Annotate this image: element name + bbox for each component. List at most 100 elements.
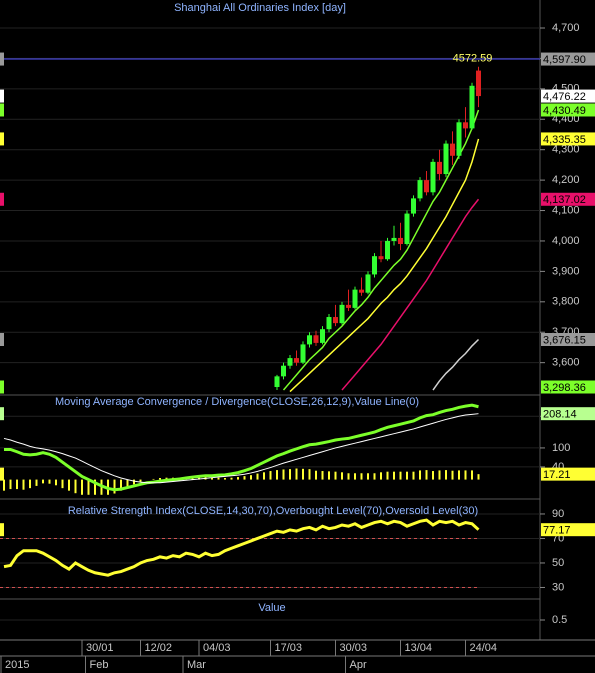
value-tag-marker [0, 380, 4, 394]
histogram-bar [321, 471, 324, 480]
value-tag-bg [541, 192, 595, 206]
series-line [341, 198, 480, 391]
value-tag: 77.17 [543, 525, 571, 537]
histogram-bar [250, 475, 252, 480]
candle-body [385, 240, 390, 260]
histogram-bar [360, 473, 363, 480]
candle-body [352, 289, 358, 308]
panel-title: Moving Average Convergence / Divergence(… [55, 396, 419, 408]
candle-body [450, 143, 455, 156]
histogram-bar [120, 479, 122, 491]
histogram-bar [152, 478, 155, 480]
histogram-bar [9, 479, 12, 490]
histogram-bar [419, 470, 421, 480]
histogram-bar [126, 479, 129, 488]
histogram-bar [139, 479, 142, 482]
value-tag-bg [541, 407, 595, 421]
value-tag: 4,597.90 [543, 54, 586, 66]
histogram-bar [464, 470, 467, 480]
histogram-bar [347, 473, 350, 480]
y-tick-label: 3,800 [552, 296, 580, 308]
candle-body [463, 122, 468, 129]
candle-body [378, 256, 384, 260]
y-tick-label: 0.5 [552, 614, 567, 626]
histogram-bar [94, 479, 96, 495]
histogram-bar [61, 479, 64, 489]
value-tag: 4,430.49 [543, 105, 586, 117]
histogram-bar [16, 479, 18, 490]
histogram-bar [308, 469, 311, 480]
histogram-bar [445, 470, 447, 480]
candle-body [294, 358, 299, 363]
value-tag-bg [541, 52, 595, 66]
x-tick-label: 12/02 [145, 642, 173, 654]
x-tick-label: 13/04 [405, 642, 433, 654]
histogram-bar [302, 468, 304, 480]
histogram-bar [438, 470, 441, 480]
histogram-bar [74, 479, 77, 494]
value-tag: 4,476.22 [543, 91, 586, 103]
value-tag-bg [541, 523, 595, 537]
panel-title: Shanghai All Ordinaries Index [day] [174, 2, 346, 14]
candle-body [274, 376, 280, 388]
value-tag-marker [0, 407, 4, 421]
series-line [3, 413, 479, 484]
histogram-bar [35, 479, 38, 486]
histogram-bar [477, 474, 480, 480]
series-line [3, 518, 480, 577]
histogram-bar [133, 479, 135, 485]
histogram-bar [276, 470, 278, 480]
histogram-bar [380, 472, 382, 480]
y-tick-label: 4,700 [552, 22, 580, 34]
value-tag-marker [0, 132, 4, 146]
histogram-bar [81, 479, 83, 495]
histogram-bar [217, 477, 220, 480]
histogram-bar [354, 473, 356, 480]
histogram-bar [224, 478, 226, 480]
value-tag: 208.14 [543, 409, 577, 421]
y-tick-label: 4,000 [552, 235, 580, 247]
histogram-bar [113, 479, 116, 494]
x-period-label: Mar [187, 659, 206, 671]
histogram-bar [412, 471, 415, 480]
y-tick-label: 100 [552, 442, 570, 454]
histogram-bar [243, 476, 246, 480]
x-tick-label: 30/01 [86, 642, 114, 654]
candle-body [372, 256, 377, 275]
y-tick-label: 3,900 [552, 265, 580, 277]
series-line [282, 109, 480, 391]
candle-body [300, 344, 306, 363]
histogram-bar [263, 472, 265, 480]
x-tick-label: 30/03 [340, 642, 368, 654]
histogram-bar [432, 471, 434, 480]
histogram-bar [328, 471, 330, 480]
y-tick-label: 4,100 [552, 204, 580, 216]
y-tick-label: 90 [552, 508, 564, 520]
x-period-label: Apr [350, 659, 367, 671]
value-tag-bg [541, 89, 595, 103]
value-tag-marker [0, 523, 4, 537]
panel-title: Value [258, 602, 285, 614]
histogram-bar [289, 469, 291, 480]
histogram-bar [406, 471, 408, 480]
histogram-bar [334, 471, 337, 480]
value-tag: 3,298.36 [543, 382, 586, 394]
candle-body [398, 237, 403, 245]
candle-body [430, 161, 436, 193]
candle-body [339, 304, 345, 324]
candle-body [437, 161, 442, 175]
value-tag-bg [541, 380, 595, 394]
histogram-bar [3, 479, 5, 491]
histogram-bar [386, 471, 389, 480]
value-tag-marker [0, 332, 4, 346]
histogram-bar [48, 479, 51, 484]
histogram-bar [68, 479, 70, 491]
candle-body [443, 143, 449, 175]
histogram-bar [367, 473, 369, 480]
candle-body [307, 335, 312, 345]
histogram-bar [165, 477, 168, 480]
histogram-bar [42, 479, 44, 484]
